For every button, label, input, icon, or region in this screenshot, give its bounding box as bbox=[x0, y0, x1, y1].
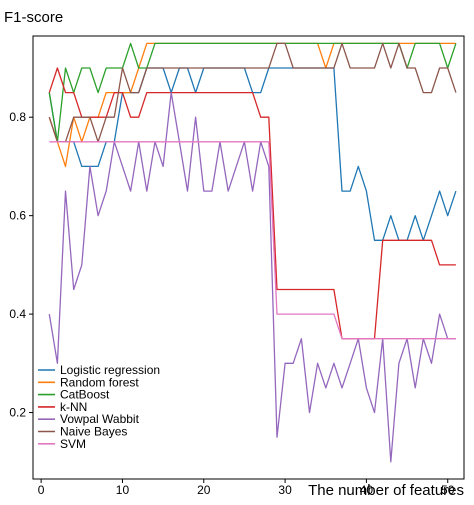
series-line-k-nn bbox=[48, 67, 456, 340]
series-line-catboost bbox=[48, 42, 457, 143]
x-tick-label: 30 bbox=[278, 483, 292, 497]
y-tick-label: 0.4 bbox=[9, 307, 26, 321]
legend-label-catboost: CatBoost bbox=[60, 388, 110, 402]
x-tick-label: 0 bbox=[38, 483, 45, 497]
legend-label-random-forest: Random forest bbox=[60, 375, 139, 389]
x-tick-label: 20 bbox=[197, 483, 211, 497]
series-line-vowpal-wabbit bbox=[48, 91, 456, 463]
y-tick-label: 0.6 bbox=[9, 209, 26, 223]
legend-label-k-nn: k-NN bbox=[60, 400, 87, 414]
legend-label-svm: SVM bbox=[60, 437, 86, 451]
x-tick-label: 10 bbox=[116, 483, 130, 497]
y-tick-label: 0.2 bbox=[9, 406, 26, 420]
y-tick-label: 0.8 bbox=[9, 110, 26, 124]
x-tick-label: 50 bbox=[441, 483, 455, 497]
legend-label-naive-bayes: Naive Bayes bbox=[60, 425, 127, 439]
series-line-naive-bayes bbox=[48, 42, 457, 143]
series-lines bbox=[48, 42, 457, 463]
y-axis-label: F1-score bbox=[4, 9, 63, 26]
series-line-svm bbox=[49, 141, 456, 340]
x-axis-label: The number of features bbox=[308, 482, 464, 499]
legend-label-logistic-regression: Logistic regression bbox=[60, 363, 160, 377]
axis-ticks: 0 10 20 30 40 50 0.2 0.4 0.6 0.8 bbox=[9, 110, 454, 497]
plot-frame bbox=[32, 35, 465, 480]
legend-label-vowpal-wabbit: Vowpal Wabbit bbox=[60, 412, 140, 426]
x-tick-label: 40 bbox=[360, 483, 374, 497]
